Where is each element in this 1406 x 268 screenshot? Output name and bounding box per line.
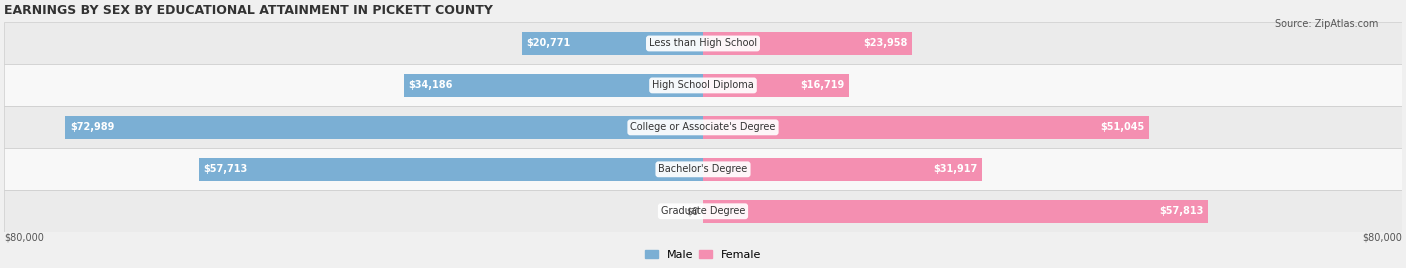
Text: $16,719: $16,719: [800, 80, 845, 90]
Bar: [522, 32, 703, 55]
Text: Bachelor's Degree: Bachelor's Degree: [658, 164, 748, 174]
Text: EARNINGS BY SEX BY EDUCATIONAL ATTAINMENT IN PICKETT COUNTY: EARNINGS BY SEX BY EDUCATIONAL ATTAINMEN…: [4, 4, 494, 17]
Bar: [703, 116, 1149, 139]
Text: Graduate Degree: Graduate Degree: [661, 206, 745, 216]
Text: $51,045: $51,045: [1101, 122, 1144, 132]
Bar: [703, 200, 1208, 223]
Bar: [4, 148, 1402, 190]
Text: $23,958: $23,958: [863, 39, 908, 49]
Bar: [4, 106, 1402, 148]
Text: $57,813: $57,813: [1160, 206, 1204, 216]
Text: $72,989: $72,989: [70, 122, 114, 132]
Text: $34,186: $34,186: [409, 80, 453, 90]
Bar: [4, 64, 1402, 106]
Text: $80,000: $80,000: [1362, 232, 1402, 242]
Bar: [4, 190, 1402, 232]
Bar: [66, 116, 703, 139]
Bar: [703, 158, 981, 181]
Bar: [703, 74, 849, 97]
Text: $0: $0: [686, 206, 699, 216]
Text: Less than High School: Less than High School: [650, 39, 756, 49]
Text: $80,000: $80,000: [4, 232, 44, 242]
Text: $20,771: $20,771: [526, 39, 571, 49]
Legend: Male, Female: Male, Female: [640, 245, 766, 265]
Bar: [198, 158, 703, 181]
Text: $57,713: $57,713: [204, 164, 247, 174]
Bar: [4, 23, 1402, 64]
Bar: [405, 74, 703, 97]
Text: Source: ZipAtlas.com: Source: ZipAtlas.com: [1274, 19, 1378, 29]
Text: College or Associate's Degree: College or Associate's Degree: [630, 122, 776, 132]
Text: $31,917: $31,917: [934, 164, 977, 174]
Bar: [703, 32, 912, 55]
Text: High School Diploma: High School Diploma: [652, 80, 754, 90]
